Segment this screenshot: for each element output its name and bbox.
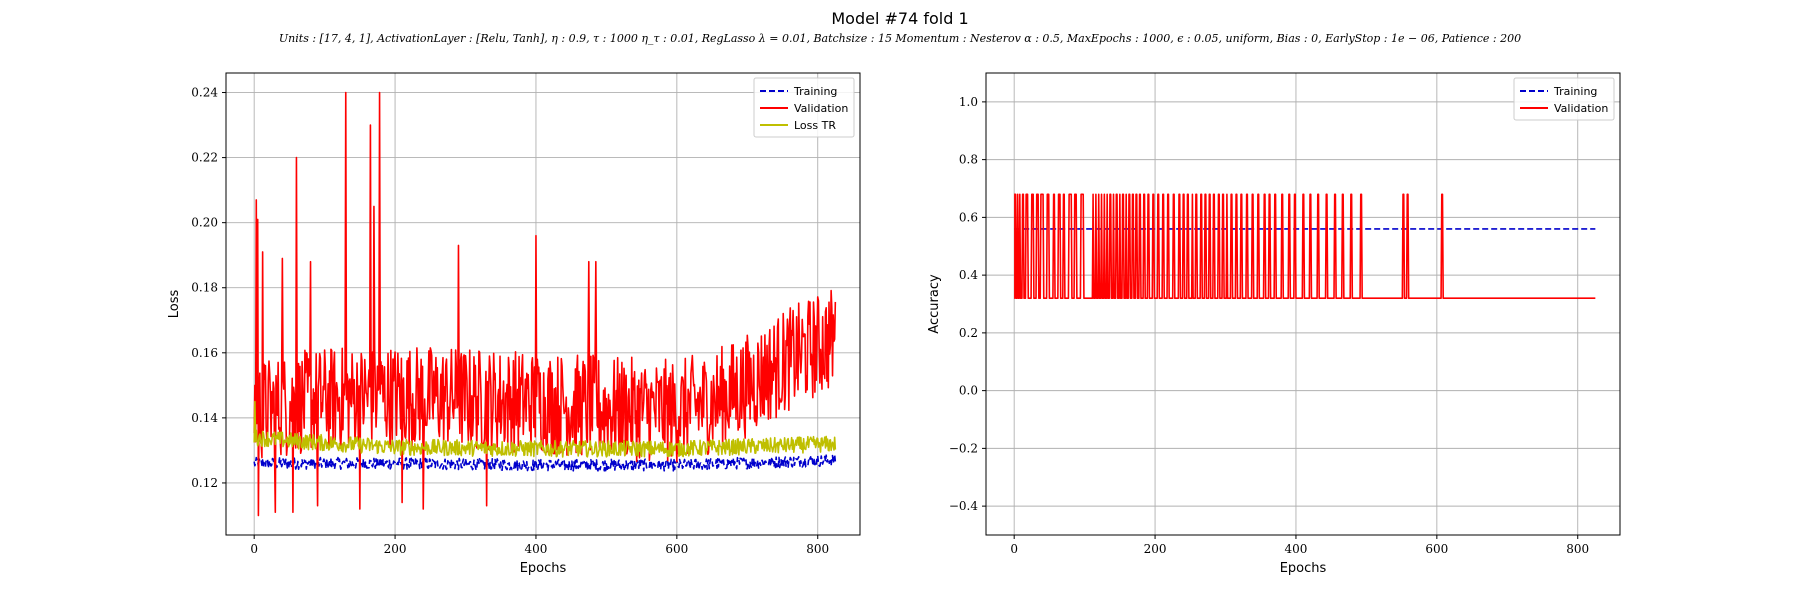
y-tick-label: −0.2 xyxy=(949,441,978,455)
y-tick-label: 0.6 xyxy=(959,210,978,224)
y-tick-label: 0.22 xyxy=(191,151,218,165)
series-line-training xyxy=(253,453,837,472)
legend-label: Training xyxy=(793,85,837,98)
y-tick-label: 0.12 xyxy=(191,476,218,490)
x-tick-label: 400 xyxy=(1285,542,1308,556)
y-tick-label: 0.2 xyxy=(959,326,978,340)
legend: Training Validation xyxy=(1513,77,1615,121)
series-line-validation xyxy=(253,91,837,517)
y-tick-label: 0.0 xyxy=(959,384,978,398)
plot-area xyxy=(1014,193,1596,300)
y-tick-label: 0.4 xyxy=(959,268,978,282)
x-tick-label: 800 xyxy=(806,542,829,556)
axes-frame xyxy=(985,72,1621,536)
x-tick-label: 800 xyxy=(1566,542,1589,556)
x-tick-label: 600 xyxy=(1425,542,1448,556)
axes-frame xyxy=(225,72,861,536)
x-tick-label: 600 xyxy=(665,542,688,556)
x-tick-label: 0 xyxy=(250,542,258,556)
legend-label: Validation xyxy=(1554,102,1608,115)
x-axis-label: Epochs xyxy=(520,561,567,576)
figure-params: Units : [17, 4, 1], ActivationLayer : [R… xyxy=(279,32,1521,45)
y-tick-label: 1.0 xyxy=(959,95,978,109)
y-tick-label: 0.20 xyxy=(191,216,218,230)
y-tick-label: 0.16 xyxy=(191,346,218,360)
figure-title: Model #74 fold 1 xyxy=(831,9,968,28)
y-tick-label: 0.18 xyxy=(191,281,218,295)
y-tick-label: −0.4 xyxy=(949,499,979,513)
y-axis-label: Loss xyxy=(167,290,182,319)
x-tick-label: 400 xyxy=(525,542,548,556)
legend-label: Validation xyxy=(794,102,848,115)
loss-chart: 0 200 400 600 800 0.12 0.14 0.16 0.18 0.20 0.22 0.2… xyxy=(167,72,861,576)
x-axis-label: Epochs xyxy=(1280,561,1327,576)
x-tick-label: 200 xyxy=(1144,542,1167,556)
series-line-validation xyxy=(1014,193,1596,300)
legend-label: Training xyxy=(1553,85,1597,98)
y-tick-label: 0.24 xyxy=(191,86,218,100)
plot-area xyxy=(253,91,837,517)
y-axis-label: Accuracy xyxy=(927,274,942,334)
x-tick-label: 200 xyxy=(384,542,407,556)
y-tick-label: 0.14 xyxy=(191,411,218,425)
x-tick-label: 0 xyxy=(1010,542,1018,556)
legend-box xyxy=(753,77,855,138)
series-line-loss-tr xyxy=(253,400,837,458)
y-tick-label: 0.8 xyxy=(959,153,978,167)
legend-label: Loss TR xyxy=(794,119,836,132)
legend-box xyxy=(1513,77,1615,121)
legend: Training Validation Loss TR xyxy=(753,77,855,138)
accuracy-chart: 0 200 400 600 800 −0.4 −0.2 0.0 0.2 0.4 0.6 0.8 1.0 E… xyxy=(927,72,1621,576)
